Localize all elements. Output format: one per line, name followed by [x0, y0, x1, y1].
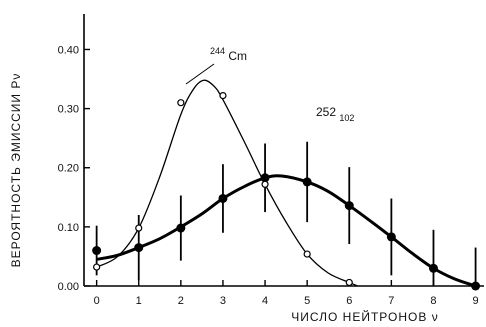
x-tick-label: 7	[388, 295, 394, 307]
x-tick-label: 3	[220, 295, 226, 307]
y-tick-label: 0.20	[58, 163, 79, 175]
series-252-point	[176, 223, 186, 233]
x-tick-label: 2	[178, 295, 184, 307]
plot-marks	[92, 63, 481, 291]
series-label-244cm: 244 Cm	[210, 43, 247, 63]
series-label-252-mass: 252	[316, 105, 336, 119]
series-label-252-102: 252 102	[316, 105, 354, 123]
x-tick-label: 5	[304, 295, 310, 307]
x-tick-label: 4	[262, 295, 268, 307]
series-252-point	[218, 193, 228, 203]
axes: 0.00 0.10 0.20 0.30 0.40 0 1 2 3 4 5 6 7 8 9	[58, 14, 484, 307]
series-252-point	[471, 281, 481, 291]
chart-labels: ЧИСЛО НЕЙТРОНОВ ν ВЕРОЯТНОСТЬ ЭМИССИИ Pν…	[9, 43, 438, 324]
x-tick-label: 6	[346, 295, 352, 307]
series-252-point	[344, 201, 354, 211]
series-244cm-point	[135, 224, 143, 232]
series-244cm-point	[219, 91, 227, 100]
series-244cm-point	[93, 263, 101, 271]
series-244cm-point	[303, 250, 311, 258]
series-252-point	[302, 177, 312, 187]
series-244cm-point	[177, 99, 185, 107]
series-244cm-point	[345, 278, 353, 287]
series-244cm-curve	[96, 79, 358, 287]
x-tick-label: 0	[94, 295, 100, 307]
series-244cm-point	[261, 180, 269, 188]
series-252-curve	[96, 174, 477, 288]
series-252-point	[134, 243, 144, 253]
y-tick-label: 0.30	[58, 104, 79, 116]
series-label-244cm-element: Cm	[228, 49, 247, 63]
y-tick-label: 0.00	[58, 281, 79, 293]
x-tick-label: 8	[430, 295, 436, 307]
y-axis-title: ВЕРОЯТНОСТЬ ЭМИССИИ Pν	[9, 73, 23, 268]
series-label-244cm-mass: 244	[210, 46, 225, 56]
series-label-252-element: 102	[339, 113, 354, 123]
x-tick-label: 1	[136, 295, 142, 307]
y-tick-label: 0.10	[58, 222, 79, 234]
y-tick-label: 0.40	[58, 44, 79, 56]
series-252-point	[428, 263, 438, 273]
series-244cm-leader-line	[185, 63, 215, 85]
x-tick-label: 9	[473, 295, 479, 307]
x-axis-title: ЧИСЛО НЕЙТРОНОВ ν	[291, 309, 438, 324]
series-252-point	[92, 246, 102, 256]
series-252-point	[386, 232, 396, 242]
